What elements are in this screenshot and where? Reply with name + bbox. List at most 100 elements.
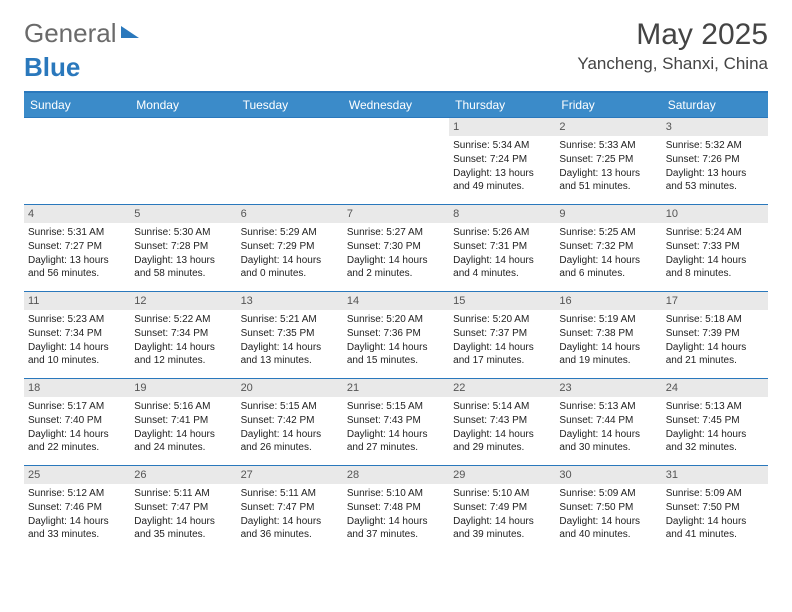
daylight-line: Daylight: 14 hours and 40 minutes.: [559, 515, 657, 541]
sunrise-line: Sunrise: 5:21 AM: [241, 313, 339, 326]
sunset-line: Sunset: 7:42 PM: [241, 414, 339, 427]
day-number: 6: [237, 205, 343, 223]
sunset-line: Sunset: 7:28 PM: [134, 240, 232, 253]
day-cell: 9Sunrise: 5:25 AMSunset: 7:32 PMDaylight…: [555, 205, 661, 291]
daylight-line: Daylight: 14 hours and 39 minutes.: [453, 515, 551, 541]
sunset-line: Sunset: 7:27 PM: [28, 240, 126, 253]
day-cell: 7Sunrise: 5:27 AMSunset: 7:30 PMDaylight…: [343, 205, 449, 291]
sunset-line: Sunset: 7:37 PM: [453, 327, 551, 340]
sunset-line: Sunset: 7:38 PM: [559, 327, 657, 340]
sunrise-line: Sunrise: 5:20 AM: [347, 313, 445, 326]
day-cell: 8 Sunrise: 5:26 AMSunset: 7:31 PMDaylight…: [449, 205, 555, 291]
sunrise-line: Sunrise: 5:26 AM: [453, 226, 551, 239]
day-number: 2: [555, 118, 661, 136]
day-cell: 6Sunrise: 5:29 AMSunset: 7:29 PMDaylight…: [237, 205, 343, 291]
dow-cell: Monday: [130, 93, 236, 117]
day-number: 24: [662, 379, 768, 397]
day-number: 27: [237, 466, 343, 484]
daylight-line: Daylight: 13 hours and 51 minutes.: [559, 167, 657, 193]
day-cell: 3Sunrise: 5:32 AMSunset: 7:26 PMDaylight…: [662, 118, 768, 204]
daylight-line: Daylight: 14 hours and 29 minutes.: [453, 428, 551, 454]
day-number: 3: [662, 118, 768, 136]
daylight-line: Daylight: 14 hours and 36 minutes.: [241, 515, 339, 541]
day-number: 15: [449, 292, 555, 310]
sunrise-line: Sunrise: 5:24 AM: [666, 226, 764, 239]
day-number: 1: [449, 118, 555, 136]
sunrise-line: Sunrise: 5:20 AM: [453, 313, 551, 326]
sunrise-line: Sunrise: 5:11 AM: [134, 487, 232, 500]
day-cell: 18 Sunrise: 5:17 AMSunset: 7:40 PMDayligh…: [24, 379, 130, 465]
sunset-line: Sunset: 7:39 PM: [666, 327, 764, 340]
sunrise-line: Sunrise: 5:17 AM: [28, 400, 126, 413]
daylight-line: Daylight: 14 hours and 27 minutes.: [347, 428, 445, 454]
sunset-line: Sunset: 7:50 PM: [559, 501, 657, 514]
daylight-line: Daylight: 14 hours and 8 minutes.: [666, 254, 764, 280]
brand-logo: General: [24, 18, 141, 49]
daylight-line: Daylight: 14 hours and 30 minutes.: [559, 428, 657, 454]
day-of-week-header: SundayMondayTuesdayWednesdayThursdayFrid…: [24, 93, 768, 117]
day-cell: 16Sunrise: 5:19 AMSunset: 7:38 PMDayligh…: [555, 292, 661, 378]
daylight-line: Daylight: 14 hours and 41 minutes.: [666, 515, 764, 541]
sunrise-line: Sunrise: 5:25 AM: [559, 226, 657, 239]
sunrise-line: Sunrise: 5:30 AM: [134, 226, 232, 239]
sunrise-line: Sunrise: 5:13 AM: [559, 400, 657, 413]
daylight-line: Daylight: 13 hours and 58 minutes.: [134, 254, 232, 280]
sunrise-line: Sunrise: 5:31 AM: [28, 226, 126, 239]
day-number: 4: [24, 205, 130, 223]
day-cell: [237, 118, 343, 204]
day-cell: 25Sunrise: 5:12 AMSunset: 7:46 PMDayligh…: [24, 466, 130, 552]
sunset-line: Sunset: 7:32 PM: [559, 240, 657, 253]
daylight-line: Daylight: 14 hours and 13 minutes.: [241, 341, 339, 367]
location-label: Yancheng, Shanxi, China: [577, 54, 768, 74]
sunset-line: Sunset: 7:31 PM: [453, 240, 551, 253]
calendar-page: General May 2025 Yancheng, Shanxi, China…: [0, 0, 792, 564]
calendar-grid: SundayMondayTuesdayWednesdayThursdayFrid…: [24, 91, 768, 552]
daylight-line: Daylight: 14 hours and 4 minutes.: [453, 254, 551, 280]
day-cell: 11Sunrise: 5:23 AMSunset: 7:34 PMDayligh…: [24, 292, 130, 378]
sunrise-line: Sunrise: 5:33 AM: [559, 139, 657, 152]
daylight-line: Daylight: 14 hours and 22 minutes.: [28, 428, 126, 454]
sunset-line: Sunset: 7:50 PM: [666, 501, 764, 514]
daylight-line: Daylight: 13 hours and 56 minutes.: [28, 254, 126, 280]
day-number: 13: [237, 292, 343, 310]
day-number: 10: [662, 205, 768, 223]
sunrise-line: Sunrise: 5:14 AM: [453, 400, 551, 413]
week-row: 25Sunrise: 5:12 AMSunset: 7:46 PMDayligh…: [24, 465, 768, 552]
daylight-line: Daylight: 14 hours and 33 minutes.: [28, 515, 126, 541]
daylight-line: Daylight: 14 hours and 21 minutes.: [666, 341, 764, 367]
sunset-line: Sunset: 7:49 PM: [453, 501, 551, 514]
day-number: 23: [555, 379, 661, 397]
day-number: 29: [449, 466, 555, 484]
sunrise-line: Sunrise: 5:10 AM: [347, 487, 445, 500]
day-cell: 12Sunrise: 5:22 AMSunset: 7:34 PMDayligh…: [130, 292, 236, 378]
day-cell: [343, 118, 449, 204]
sunset-line: Sunset: 7:36 PM: [347, 327, 445, 340]
day-number: 12: [130, 292, 236, 310]
sunset-line: Sunset: 7:40 PM: [28, 414, 126, 427]
day-number: 8: [449, 205, 555, 223]
sunset-line: Sunset: 7:33 PM: [666, 240, 764, 253]
daylight-line: Daylight: 13 hours and 53 minutes.: [666, 167, 764, 193]
day-cell: 5Sunrise: 5:30 AMSunset: 7:28 PMDaylight…: [130, 205, 236, 291]
sunrise-line: Sunrise: 5:18 AM: [666, 313, 764, 326]
sunrise-line: Sunrise: 5:13 AM: [666, 400, 764, 413]
day-number: 7: [343, 205, 449, 223]
day-number: 17: [662, 292, 768, 310]
sunrise-line: Sunrise: 5:10 AM: [453, 487, 551, 500]
sunset-line: Sunset: 7:34 PM: [28, 327, 126, 340]
day-cell: 4 Sunrise: 5:31 AMSunset: 7:27 PMDaylight…: [24, 205, 130, 291]
day-cell: 26Sunrise: 5:11 AMSunset: 7:47 PMDayligh…: [130, 466, 236, 552]
sunrise-line: Sunrise: 5:16 AM: [134, 400, 232, 413]
brand-part2: Blue: [24, 52, 80, 82]
daylight-line: Daylight: 14 hours and 32 minutes.: [666, 428, 764, 454]
day-number: 18: [24, 379, 130, 397]
daylight-line: Daylight: 14 hours and 37 minutes.: [347, 515, 445, 541]
day-cell: 15Sunrise: 5:20 AMSunset: 7:37 PMDayligh…: [449, 292, 555, 378]
sunset-line: Sunset: 7:43 PM: [347, 414, 445, 427]
week-row: 1Sunrise: 5:34 AMSunset: 7:24 PMDaylight…: [24, 117, 768, 204]
day-cell: 2Sunrise: 5:33 AMSunset: 7:25 PMDaylight…: [555, 118, 661, 204]
daylight-line: Daylight: 14 hours and 15 minutes.: [347, 341, 445, 367]
daylight-line: Daylight: 14 hours and 12 minutes.: [134, 341, 232, 367]
sunset-line: Sunset: 7:30 PM: [347, 240, 445, 253]
sunset-line: Sunset: 7:34 PM: [134, 327, 232, 340]
